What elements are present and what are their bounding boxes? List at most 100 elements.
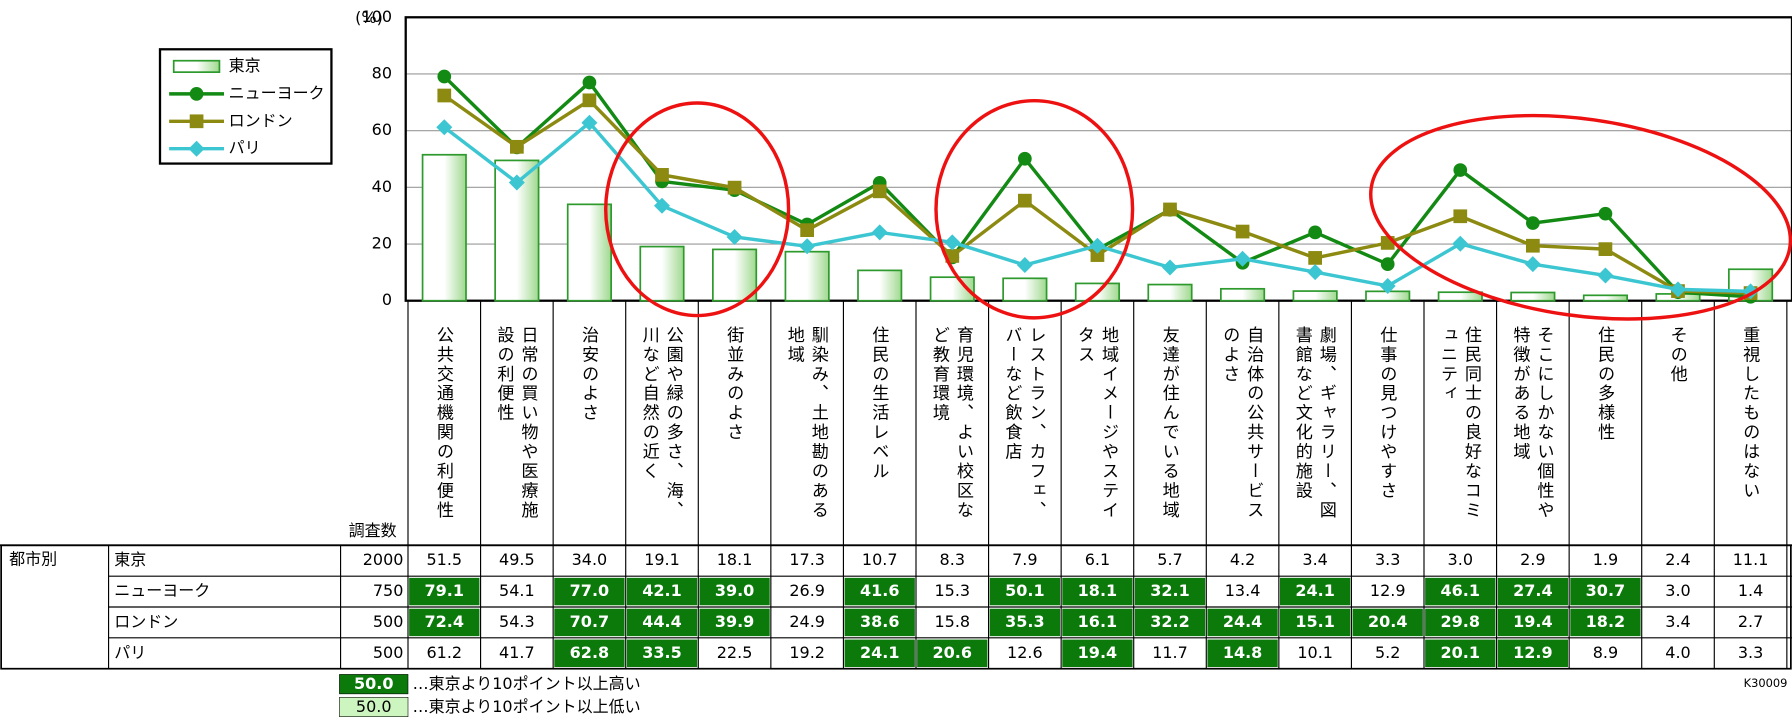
note-sample-box [339,674,409,695]
bar [566,203,612,302]
cell-highlight [699,608,770,637]
legend-label: ニューヨーク [229,83,325,102]
cell-value: 3.3 [1375,550,1400,569]
category-cell: 住民の多様性 [1596,326,1617,443]
y-axis-label: (%) [355,8,383,27]
y-tick-label: 60 [372,120,392,139]
category-wrap: その他 [1642,326,1715,529]
category-cell: 育児環境、よい校区など教育環境 [931,326,976,520]
cell-value: 30.7 [1586,581,1625,600]
marker [871,224,888,241]
cell-value: 5.7 [1157,550,1182,569]
cell-highlight [554,608,625,637]
note-sample: 50.0 [356,697,392,716]
marker [510,139,524,154]
category-cell: そこにしかない個性や特徴がある地域 [1511,326,1556,520]
marker [1308,225,1322,240]
category-wrap: 馴染み、土地勘のある地域 [771,326,844,529]
marker [1453,209,1468,224]
cell-value: 61.2 [426,643,462,662]
cell-highlight [554,639,625,667]
category-label: 日常の買い物や医療施設の利便性 [495,325,540,521]
category-label: 住民の生活レベル [870,325,891,482]
marker [1598,206,1613,221]
cell-value: 19.1 [644,550,680,569]
cell-value: 4.0 [1665,643,1690,662]
row-n: 500 [373,612,404,631]
category-label: 公園や緑の多さ、海、川など自然の近く [640,325,685,521]
cell-value: 46.1 [1441,581,1480,600]
cell-highlight [626,608,698,637]
cell-highlight [626,577,698,606]
cell-highlight [1062,639,1133,667]
note-sample-box [339,696,409,717]
bar [1002,277,1048,302]
bar [784,250,830,302]
cell-value: 20.4 [1368,612,1407,631]
cell-value: 51.5 [426,550,462,569]
cell-value: 20.6 [933,643,972,662]
cell-value: 39.0 [715,581,754,600]
category-cell: 住民同士の良好なコミュニティ [1439,326,1484,520]
cell-value: 5.2 [1375,643,1400,662]
category-label: 劇場、ギャラリー、図書館など文化的施設 [1293,325,1338,521]
cell-highlight [699,577,770,606]
marker [1597,267,1614,284]
category-cell: 重視したものはない [1741,326,1762,501]
cell-value: 3.3 [1738,643,1763,662]
cell-highlight [989,608,1060,637]
marker [1016,257,1033,274]
cell-highlight [1134,577,1206,606]
marker [1380,257,1395,272]
category-wrap: 住民の生活レベル [843,326,916,529]
cell-value: 15.3 [934,581,970,600]
cell-value: 44.4 [642,612,681,631]
marker [1234,250,1251,267]
cell-highlight [844,608,915,637]
marker [1090,248,1105,262]
annotation-circle [604,101,791,318]
marker [582,93,597,108]
category-cell: 公共交通機関の利便性 [408,326,481,529]
marker [1308,251,1322,265]
cell-value: 54.3 [499,612,535,631]
cell-value: 18.1 [717,550,753,569]
row-name: ロンドン [114,612,178,631]
cell-value: 42.1 [642,581,681,600]
category-wrap: 公共交通機関の利便性 [408,326,481,529]
marker [437,88,452,103]
category-label: 自治体の公共サービスのよさ [1220,325,1266,521]
category-wrap: 治安のよさ [553,326,626,529]
bar [1219,287,1266,302]
n-header: 調査数 [349,521,397,540]
cell-value: 3.4 [1665,612,1690,631]
code: K30009 [1744,676,1788,690]
group-label: 都市別 [9,550,57,569]
note-text: …東京より10ポイント以上低い [413,697,641,716]
legend-label: ロンドン [229,111,293,130]
category-wrap: 自治体の公共サービスのよさ [1206,326,1279,529]
cell-value: 18.1 [1078,581,1117,600]
marker [944,234,961,251]
cell-highlight [917,639,988,667]
marker [1526,216,1540,230]
marker [436,119,453,136]
marker [800,223,814,237]
cell-highlight [1497,639,1568,667]
cell-value: 24.1 [860,643,899,662]
category-wrap: 仕事の見つけやすさ [1351,326,1424,529]
y-tick-label: 0 [382,290,392,309]
bar [494,159,540,302]
category-label: その他 [1668,325,1689,385]
bar [712,248,758,302]
cell-value: 38.6 [860,612,899,631]
marker [1162,259,1178,276]
cell-value: 11.1 [1733,550,1769,569]
cell-value: 22.5 [717,643,753,662]
marker [1524,256,1541,273]
legend-label: 東京 [229,56,261,75]
cell-value: 50.1 [1005,581,1044,600]
bar [639,245,685,302]
cell-value: 14.8 [1223,643,1262,662]
